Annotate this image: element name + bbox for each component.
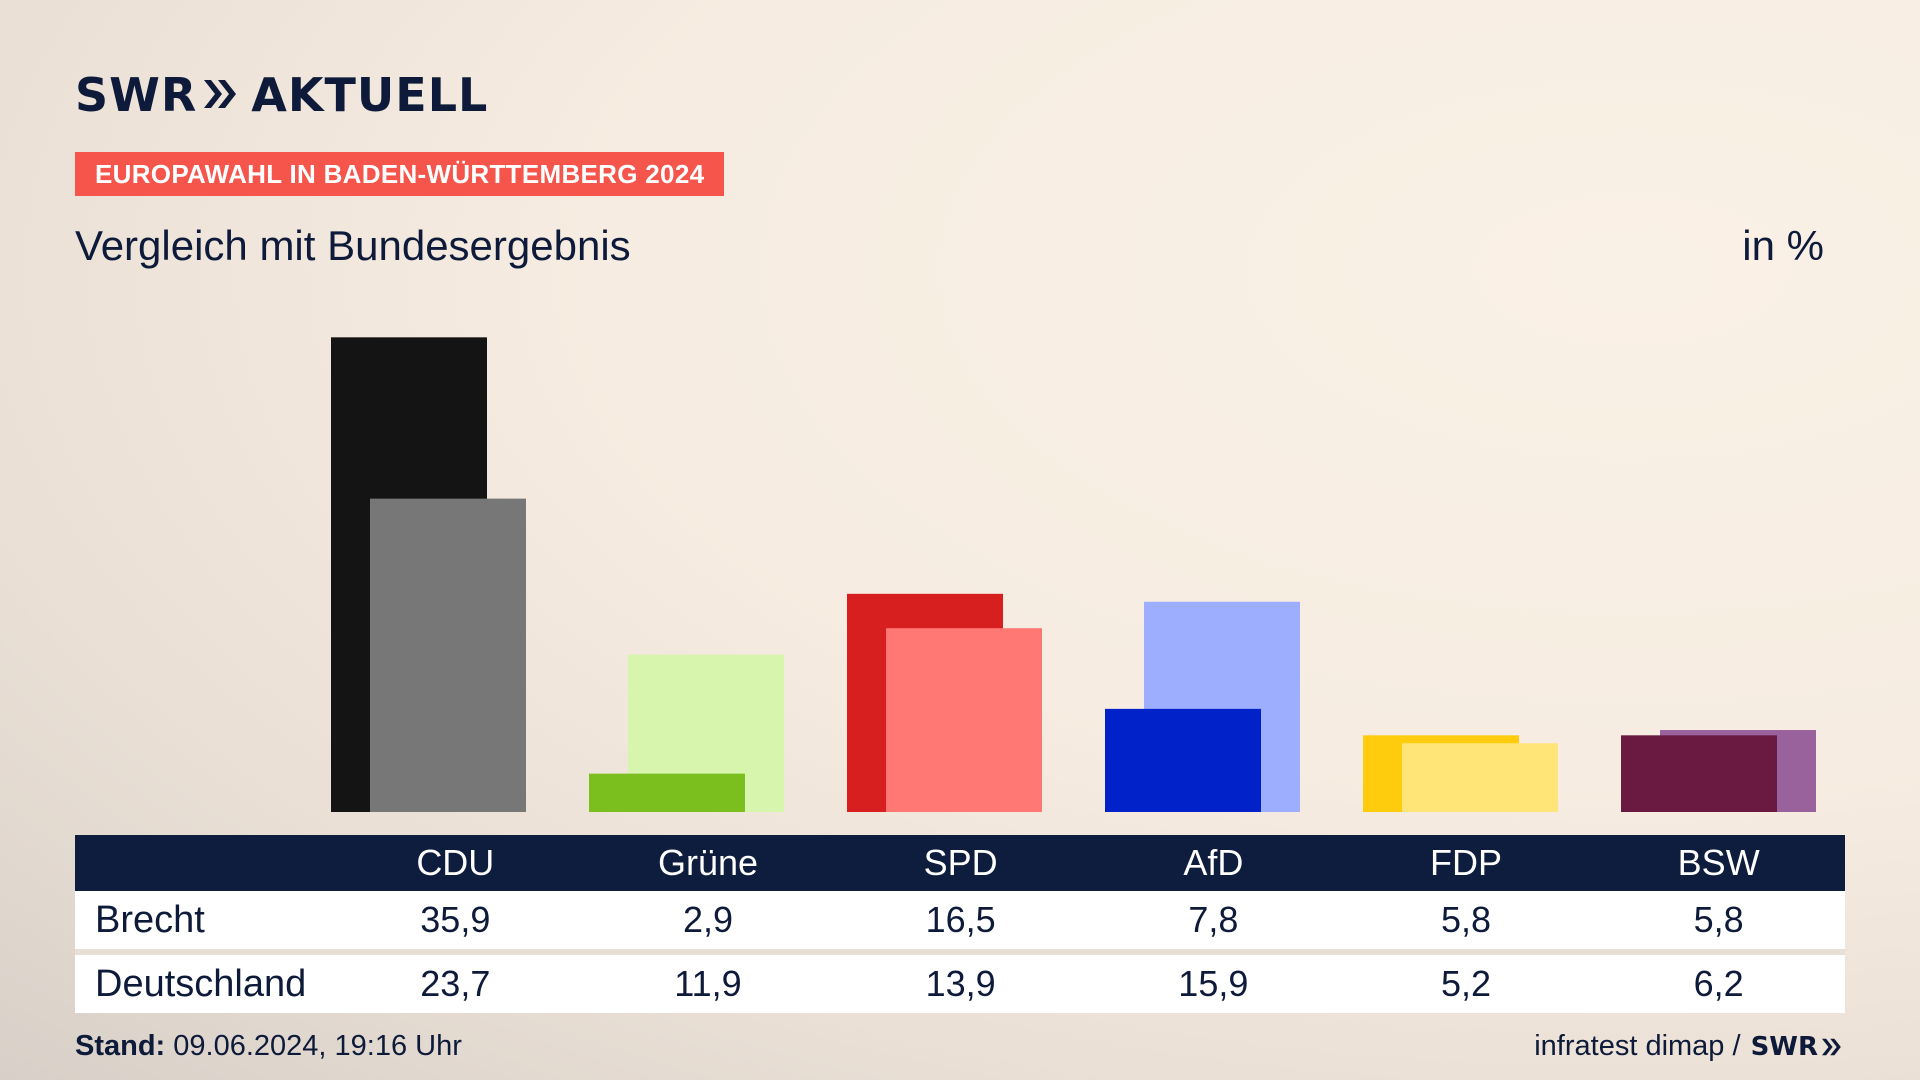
table-row: Deutschland 23,7 11,9 13,9 15,9 5,2 6,2 xyxy=(75,955,1845,1013)
source-text: infratest dimap / xyxy=(1534,1030,1741,1062)
stand-label: Stand: xyxy=(75,1030,166,1062)
table-cell: 15,9 xyxy=(1178,963,1249,1004)
bar-deutschland-spd xyxy=(886,628,1042,812)
source-credit: infratest dimap / SWR xyxy=(1534,1030,1844,1063)
unit-label: in % xyxy=(1742,222,1824,269)
table-cell: 7,8 xyxy=(1188,899,1239,940)
table-row: Brecht 35,9 2,9 16,5 7,8 5,8 5,8 xyxy=(75,891,1845,949)
col-header: BSW xyxy=(1677,842,1760,883)
table-cell: 2,9 xyxy=(682,899,734,940)
bar-deutschland-cdu xyxy=(370,498,526,812)
table-cell: 5,8 xyxy=(1440,899,1492,940)
table-cell: 5,8 xyxy=(1693,899,1744,940)
table-header-row: CDU Grüne SPD AfD FDP BSW xyxy=(75,835,1845,891)
bar-deutschland-fdp xyxy=(1402,743,1558,812)
bar-brecht-afd xyxy=(1105,708,1261,812)
col-header: Grüne xyxy=(657,842,759,883)
col-header: CDU xyxy=(416,842,495,883)
results-table: CDU Grüne SPD AfD FDP BSW Brecht 35,9 2,… xyxy=(75,835,1845,1013)
table-cell: 11,9 xyxy=(674,963,742,1004)
table-cell: 6,2 xyxy=(1693,963,1744,1004)
col-header: FDP xyxy=(1430,842,1502,883)
timestamp: Stand: 09.06.2024, 19:16 Uhr xyxy=(75,1030,462,1063)
swr-aktuell-logo: SWR AKTUELL xyxy=(75,68,488,122)
table-cell: 23,7 xyxy=(420,963,491,1004)
col-header: SPD xyxy=(923,842,998,883)
chart-subtitle: Vergleich mit Bundesergebnis xyxy=(75,222,631,269)
swr-logo-small: SWR xyxy=(1750,1031,1818,1062)
table-cell: 5,2 xyxy=(1440,963,1492,1004)
logo-aktuell: AKTUELL xyxy=(251,68,489,122)
table-cell: 35,9 xyxy=(420,899,491,940)
bar-chart xyxy=(331,337,1816,812)
row-label: Brecht xyxy=(95,898,205,941)
double-chevron-icon xyxy=(201,68,241,122)
stand-value: 09.06.2024, 19:16 Uhr xyxy=(173,1030,462,1062)
row-label: Deutschland xyxy=(95,962,307,1005)
election-badge: EUROPAWAHL IN BADEN-WÜRTTEMBERG 2024 xyxy=(75,152,725,196)
table-cell: 13,9 xyxy=(925,963,996,1004)
col-header: AfD xyxy=(1183,842,1244,883)
logo-swr: SWR xyxy=(75,68,198,122)
table-cell: 16,5 xyxy=(925,899,996,940)
bar-brecht-bsw xyxy=(1621,735,1777,812)
row-divider xyxy=(75,949,1845,955)
double-chevron-icon xyxy=(1822,1038,1841,1055)
bar-brecht-grüne xyxy=(589,773,745,812)
